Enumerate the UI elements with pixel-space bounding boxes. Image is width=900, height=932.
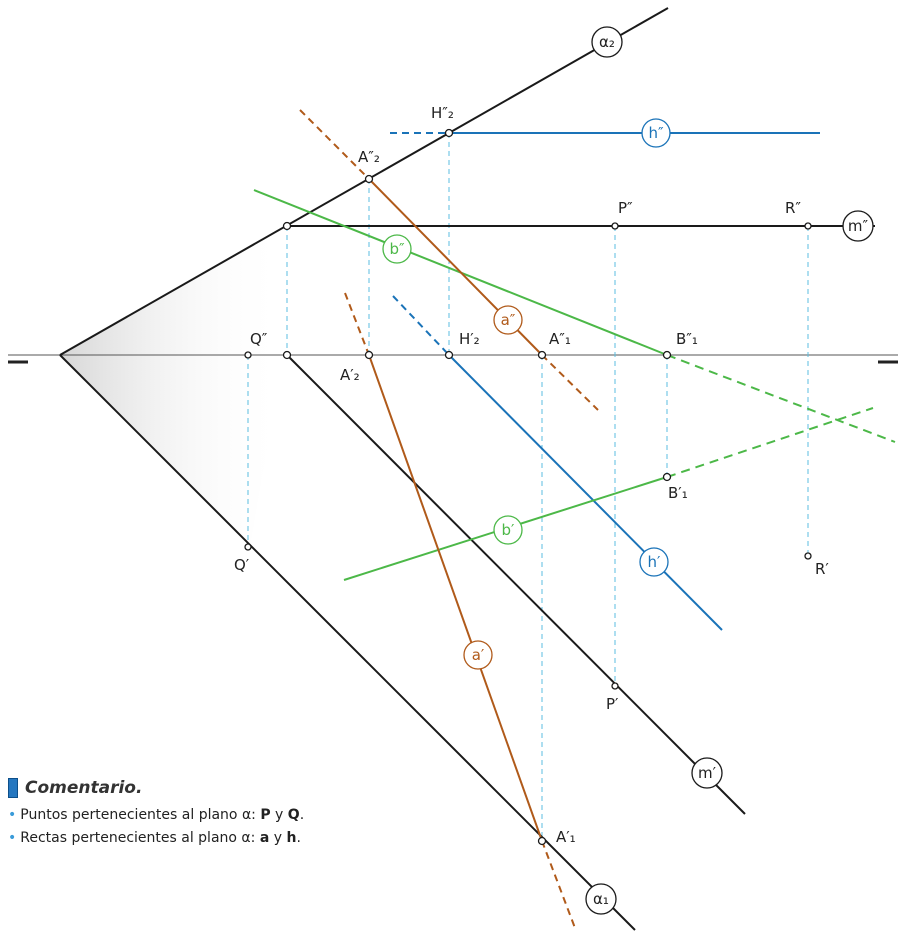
point-A2p — [364, 350, 374, 360]
comment-text: Rectas pertenecientes al plano — [20, 830, 242, 846]
m-p-line — [286, 354, 746, 815]
point-A1pp — [537, 350, 547, 360]
point-q-ref: Q — [287, 807, 300, 823]
h-pp-label: h″ — [648, 124, 664, 142]
comment-text: : — [250, 830, 260, 846]
A2pp-label: A″₂ — [358, 148, 380, 166]
alpha-symbol: α — [241, 830, 251, 846]
alpha-symbol: α — [241, 807, 252, 823]
alpha2-trace — [59, 7, 669, 356]
Rpp-label: R″ — [785, 199, 801, 217]
comment-title: Comentario. — [8, 778, 428, 798]
comment-marker-icon — [8, 778, 18, 798]
Qp-label: Q′ — [234, 556, 250, 574]
point-m-start — [282, 221, 292, 231]
point-Qpp — [244, 351, 252, 359]
points — [244, 128, 812, 846]
comment-item-lines: • Rectas pertenecientes al plano α: a y h… — [8, 827, 428, 850]
m-pp-label: m″ — [848, 217, 869, 235]
m-p-tag: m′ — [691, 757, 723, 789]
comment-text: y — [269, 830, 287, 846]
comment-text: Puntos pertenecientes al plano — [20, 807, 242, 823]
point-H2pp — [444, 128, 454, 138]
B1pp-label: B″₁ — [676, 330, 698, 348]
Ppp-label: P″ — [618, 199, 633, 217]
a-pp-tag: a″ — [493, 305, 523, 335]
a-p-label: a′ — [472, 646, 485, 664]
a-pp-label: a″ — [501, 311, 516, 329]
bullet-icon: • — [8, 830, 17, 846]
A1pp-label: A″₁ — [549, 330, 571, 348]
b-p-label: b′ — [502, 521, 516, 539]
h-pp-tag: h″ — [641, 118, 671, 148]
h-p-label: h′ — [648, 553, 662, 571]
h-p-tag: h′ — [639, 547, 669, 577]
a-p-dashed-bottom — [541, 840, 576, 929]
m-pp-tag: m″ — [842, 210, 874, 242]
point-H2p — [444, 350, 454, 360]
point-m-ground — [282, 350, 292, 360]
alpha2-label: α₂ — [599, 33, 615, 51]
comment-box: Comentario. • Puntos pertenecientes al pl… — [8, 778, 428, 850]
point-Pp — [611, 682, 619, 690]
A2p-label: A′₂ — [340, 366, 360, 384]
b-p-tag: b′ — [493, 515, 523, 545]
b-pp-dashed — [666, 354, 896, 443]
point-A1p — [537, 836, 547, 846]
a-pp-dashed-top — [299, 109, 370, 180]
h-p-dashed — [392, 295, 450, 356]
point-Qp — [244, 543, 252, 551]
b-p-dashed — [666, 407, 874, 478]
alpha1-tag: α₁ — [585, 883, 617, 915]
point-Rp — [804, 552, 812, 560]
point-B1p — [662, 472, 672, 482]
comment-text: . — [299, 807, 305, 823]
point-p-ref: P — [260, 807, 271, 823]
bullet-icon: • — [8, 807, 17, 823]
a-p-line — [368, 354, 543, 842]
comment-text: : — [251, 807, 261, 823]
reference-lines — [247, 133, 809, 841]
comment-title-text: Comentario. — [25, 778, 143, 798]
m-p-label: m′ — [698, 764, 717, 782]
point-B1pp — [662, 350, 672, 360]
b-pp-label: b″ — [389, 240, 405, 258]
a-pp-dashed-bottom — [541, 354, 599, 411]
a-p-dashed-top — [344, 292, 370, 356]
H2p-label: H′₂ — [459, 330, 480, 348]
comment-text: . — [296, 830, 301, 846]
alpha1-label: α₁ — [593, 890, 609, 908]
line-h-ref: h — [286, 830, 297, 846]
comment-item-points: • Puntos pertenecientes al plano α: P y Q… — [8, 804, 428, 827]
line-a-ref: a — [259, 830, 270, 846]
point-A2pp — [364, 174, 374, 184]
A1p-label: A′₁ — [556, 828, 576, 846]
b-pp-tag: b″ — [382, 234, 412, 264]
comment-text: y — [270, 807, 288, 823]
B1p-label: B′₁ — [668, 484, 688, 502]
H2pp-label: H″₂ — [431, 104, 454, 122]
Rp-label: R′ — [815, 560, 829, 578]
alpha2-tag: α₂ — [591, 26, 623, 58]
point-Ppp — [611, 222, 619, 230]
Pp-label: P′ — [606, 695, 619, 713]
Qpp-label: Q″ — [250, 330, 268, 348]
h-p-line — [448, 354, 723, 631]
shaded-region — [60, 228, 285, 545]
a-p-tag: a′ — [463, 640, 493, 670]
point-Rpp — [804, 222, 812, 230]
